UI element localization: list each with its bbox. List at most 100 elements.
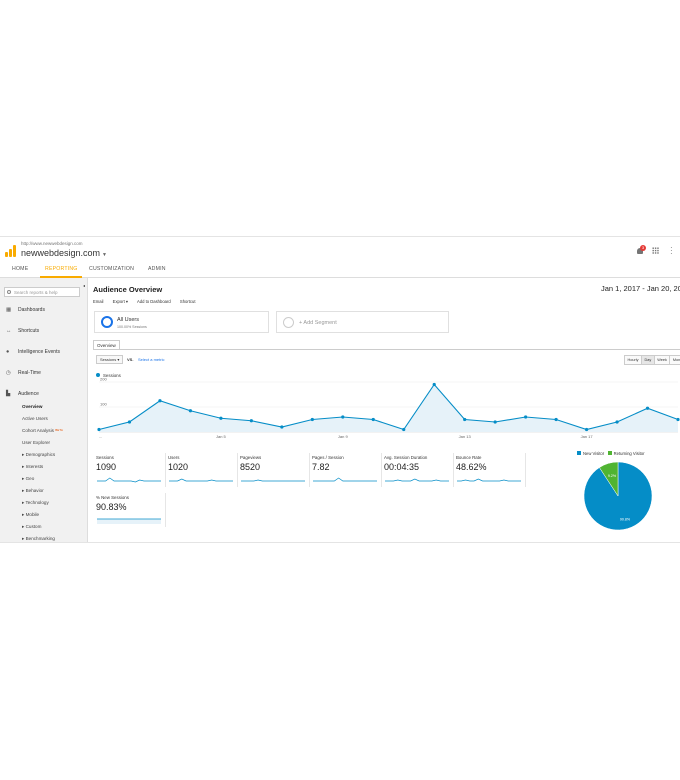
sidebar-sub-custom[interactable]: ▸ Custom: [22, 524, 42, 529]
week-button[interactable]: Week: [653, 355, 671, 365]
pie-slice: [599, 461, 619, 497]
add-segment-button[interactable]: + Add Segment: [276, 311, 449, 333]
shortcut-button[interactable]: Shortcut: [179, 299, 196, 304]
scorecard-value: 48.62%: [456, 462, 487, 472]
scorecard-sessions[interactable]: Sessions 1090: [96, 453, 166, 487]
add-to-dashboard-button[interactable]: Add to Dashboard: [136, 299, 171, 304]
apps-grid-icon[interactable]: [652, 247, 659, 254]
scorecard-avg-session-duration[interactable]: Avg. Session Duration 00:04:35: [384, 453, 454, 487]
scorecard-users[interactable]: Users 1020: [168, 453, 238, 487]
sidebar-item-intelligence[interactable]: ● Intelligence Events: [6, 349, 60, 355]
sidebar-sub-cohort[interactable]: Cohort Analysis BETA: [22, 428, 63, 433]
search-placeholder: Search reports & help: [14, 289, 58, 295]
legend-label: Returning Visitor: [613, 451, 645, 456]
sidebar-search-input[interactable]: Search reports & help: [4, 287, 80, 297]
sidebar-sub-behavior[interactable]: ▸ Behavior: [22, 488, 44, 493]
scorecard-label: Users: [168, 455, 180, 460]
legend-label: Sessions: [103, 373, 121, 378]
data-point: [676, 417, 680, 422]
sparkline: [97, 518, 161, 524]
sessions-line-chart: 200 100... Jan 5 Jan 9 Jan 13 Jan 17: [97, 378, 680, 439]
account-url: http://www.newwebdesign.com: [21, 241, 83, 246]
sidebar-item-audience[interactable]: ▙ Audience: [6, 391, 39, 397]
tab-divider: [93, 349, 680, 350]
select-metric-link[interactable]: Select a metric: [138, 357, 165, 362]
notification-badge: 3: [640, 245, 646, 251]
scorecard-label: Pageviews: [240, 455, 262, 460]
x-tick-label: ...: [99, 434, 102, 439]
metric-select[interactable]: Sessions ▾: [96, 355, 124, 364]
sparkline: [457, 478, 521, 482]
add-segment-circle-icon: [283, 317, 294, 328]
hourly-button[interactable]: Hourly: [624, 355, 642, 365]
scorecard-bounce-rate[interactable]: Bounce Rate 48.62%: [456, 453, 526, 487]
data-point: [402, 427, 406, 432]
report-actions: Email Export ▾ Add to Dashboard Shortcut: [93, 299, 204, 304]
notifications-bell-icon[interactable]: 3: [636, 245, 646, 254]
active-tab-indicator: [40, 276, 82, 278]
sparkline-line: [97, 477, 161, 483]
scorecard-value: 90.83%: [96, 502, 127, 512]
sidebar-sub-benchmarking[interactable]: ▸ Benchmarking: [22, 536, 55, 541]
page-title: Audience Overview: [93, 285, 163, 294]
sidebar-sub-interests[interactable]: ▸ Interests: [22, 464, 44, 469]
series-line: [98, 383, 679, 431]
legend-dot-icon: [96, 373, 100, 377]
data-point: [615, 420, 619, 424]
data-point: [188, 409, 193, 413]
pie-slice-label: 90.8%: [620, 517, 631, 521]
legend-item-returning-visitor: Returning Visitor: [607, 451, 645, 456]
day-button[interactable]: Day: [640, 355, 655, 365]
x-tick-label: Jan 13: [459, 434, 472, 439]
time-granularity-group: Hourly Day Week Month: [624, 355, 680, 365]
analytics-logo-icon[interactable]: [5, 245, 17, 257]
vs-label: VS.: [127, 357, 134, 362]
beta-badge: BETA: [55, 428, 63, 432]
data-point: [158, 399, 162, 403]
sidebar-item-label: Shortcuts: [18, 328, 40, 334]
sidebar-sub-overview[interactable]: Overview: [22, 404, 43, 409]
sparkline: [385, 478, 449, 482]
scorecard-pages-per-session[interactable]: Pages / Session 7.82: [312, 453, 382, 487]
sparkline-line: [385, 478, 449, 482]
sidebar-sub-user-explorer[interactable]: User Explorer: [22, 440, 51, 445]
add-segment-label: + Add Segment: [299, 320, 337, 326]
sidebar-sub-mobile[interactable]: ▸ Mobile: [22, 512, 40, 517]
month-button[interactable]: Month: [669, 355, 680, 365]
tab-customization[interactable]: CUSTOMIZATION: [89, 266, 135, 272]
sidebar-item-shortcuts[interactable]: ↔ Shortcuts: [6, 328, 39, 334]
sidebar-sub-active-users[interactable]: Active Users: [22, 416, 48, 421]
data-point: [341, 415, 345, 419]
account-selector[interactable]: newwebdesign.com ▼: [21, 248, 107, 258]
chart-legend: Sessions: [96, 373, 121, 378]
sidebar-sub-technology[interactable]: ▸ Technology: [22, 500, 49, 505]
lightbulb-icon: ●: [6, 349, 10, 355]
segment-all-users[interactable]: All Users 100.00% Sessions: [94, 311, 269, 333]
sparkline-line: [241, 479, 305, 482]
data-point: [280, 425, 284, 429]
data-point: [219, 416, 223, 420]
x-tick-label: Jan 5: [216, 434, 227, 439]
data-point: [463, 417, 467, 422]
tab-admin[interactable]: ADMIN: [148, 266, 166, 272]
sidebar-sub-geo[interactable]: ▸ Geo: [22, 476, 35, 481]
more-vert-icon[interactable]: · · ·: [670, 243, 673, 258]
scorecard-new-sessions[interactable]: % New Sessions 90.83%: [96, 493, 166, 527]
sidebar-item-realtime[interactable]: ◷ Real-Time: [6, 370, 41, 376]
data-point: [249, 419, 253, 423]
email-button[interactable]: Email: [93, 299, 104, 304]
tab-reporting[interactable]: REPORTING: [45, 266, 78, 272]
sidebar-item-dashboards[interactable]: ▦ Dashboards: [6, 307, 45, 313]
sparkline: [313, 477, 377, 482]
collapse-sidebar-icon[interactable]: ◂: [83, 283, 86, 288]
analytics-window: http://www.newwebdesign.com newwebdesign…: [0, 236, 680, 543]
pie-legend: New Visitor Returning Visitor: [577, 451, 645, 456]
sidebar-sub-demographics[interactable]: ▸ Demographics: [22, 452, 56, 457]
sidebar-item-label: Real-Time: [18, 370, 41, 376]
export-button[interactable]: Export ▾: [112, 299, 129, 304]
scorecard-pageviews[interactable]: Pageviews 8520: [240, 453, 310, 487]
data-point: [432, 382, 436, 387]
tab-home[interactable]: HOME: [12, 266, 29, 272]
sidebar-item-label: Dashboards: [18, 307, 45, 313]
date-range-picker[interactable]: Jan 1, 2017 - Jan 20, 2017: [601, 284, 680, 293]
